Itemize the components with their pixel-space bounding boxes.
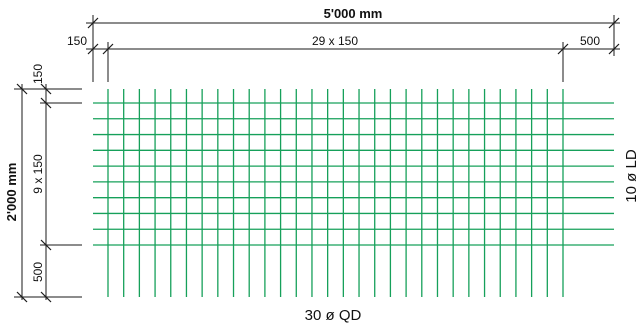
width-tick-bottom — [16, 291, 28, 303]
longitudinal-bars-label: 10 ø LD — [623, 149, 638, 203]
cross-spacing-label: 29 x 150 — [312, 34, 358, 48]
partial-tick-3 — [557, 43, 569, 55]
length-tick-left — [87, 17, 99, 29]
partial-tick-4 — [608, 43, 620, 55]
partial-width-tick-2 — [40, 97, 52, 109]
top-offset-label: 150 — [31, 64, 45, 84]
partial-width-tick-1 — [40, 83, 52, 95]
partial-width-tick-3 — [40, 239, 52, 251]
left-offset-label: 150 — [67, 34, 87, 48]
longitudinal-spacing-label: 9 x 150 — [31, 154, 45, 194]
partial-tick-2 — [102, 43, 114, 55]
partial-tick-1 — [87, 43, 99, 55]
partial-width-tick-4 — [40, 291, 52, 303]
cross-bars — [107, 89, 564, 297]
overall-length-label: 5'000 mm — [324, 6, 383, 21]
bottom-overhang-label: 500 — [31, 262, 45, 282]
top-dimensions: 5'000 mm 150 29 x 150 500 — [67, 6, 620, 82]
right-overhang-label: 500 — [580, 34, 600, 48]
length-tick-right — [608, 17, 620, 29]
overall-width-label: 2'000 mm — [4, 163, 19, 222]
cross-bars-label: 30 ø QD — [305, 307, 362, 324]
left-dimensions: 2'000 mm 150 9 x 150 500 — [4, 64, 82, 303]
longitudinal-bars — [93, 102, 614, 246]
width-tick-top — [16, 83, 28, 95]
